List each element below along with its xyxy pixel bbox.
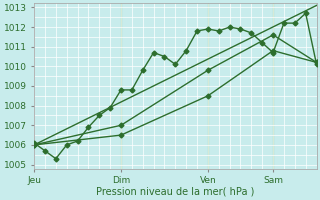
X-axis label: Pression niveau de la mer( hPa ): Pression niveau de la mer( hPa ) — [96, 187, 254, 197]
